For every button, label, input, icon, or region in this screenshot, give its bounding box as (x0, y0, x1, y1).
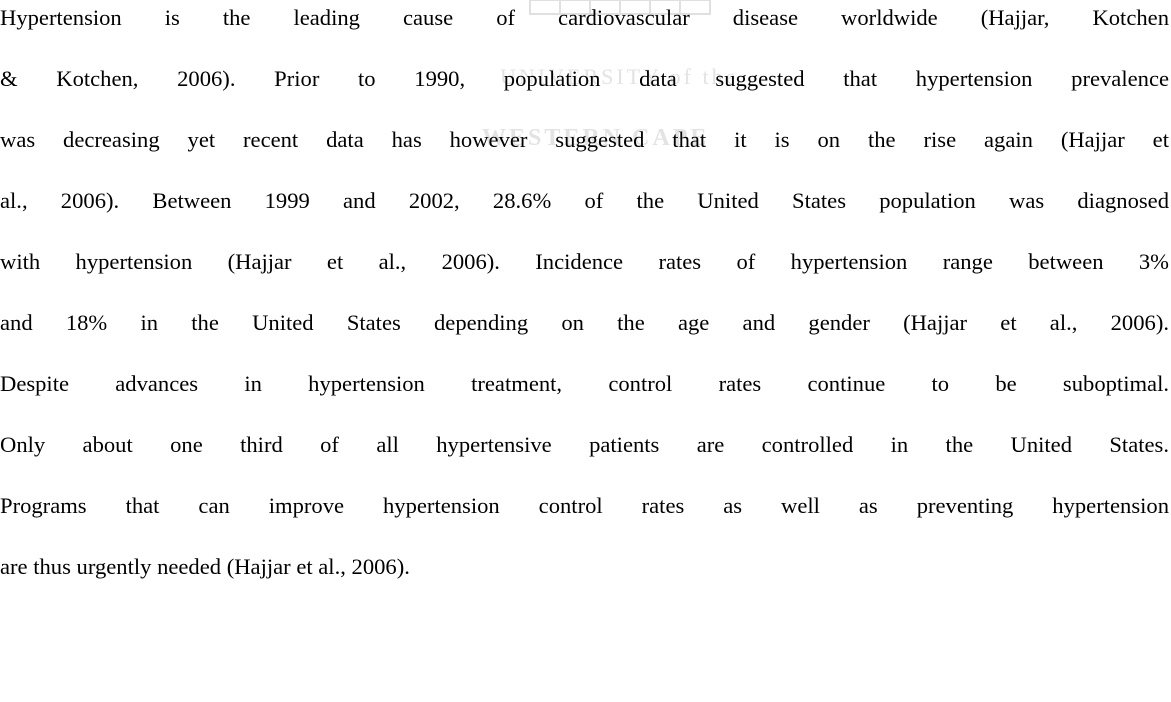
text-line: was decreasing yet recent data has howev… (0, 127, 1169, 152)
text-line: Programs that can improve hypertension c… (0, 493, 1169, 518)
text-line: al., 2006). Between 1999 and 2002, 28.6%… (0, 188, 1169, 213)
text-line: and 18% in the United States depending o… (0, 310, 1169, 335)
text-line: & Kotchen, 2006). Prior to 1990, populat… (0, 66, 1169, 91)
paragraph: Hypertension is the leading cause of car… (0, 5, 1169, 579)
text-line: Hypertension is the leading cause of car… (0, 5, 1169, 30)
watermark-line: UNIVERSITY of the (500, 64, 739, 89)
text-line: are thus urgently needed (Hajjar et al.,… (0, 554, 410, 579)
watermark-line: WESTERN CAPE (482, 125, 710, 151)
text-line: with hypertension (Hajjar et al., 2006).… (0, 249, 1169, 274)
text-line: Despite advances in hypertension treatme… (0, 371, 1169, 396)
watermark-crest (529, 0, 711, 15)
text-line: Only about one third of all hypertensive… (0, 432, 1169, 457)
